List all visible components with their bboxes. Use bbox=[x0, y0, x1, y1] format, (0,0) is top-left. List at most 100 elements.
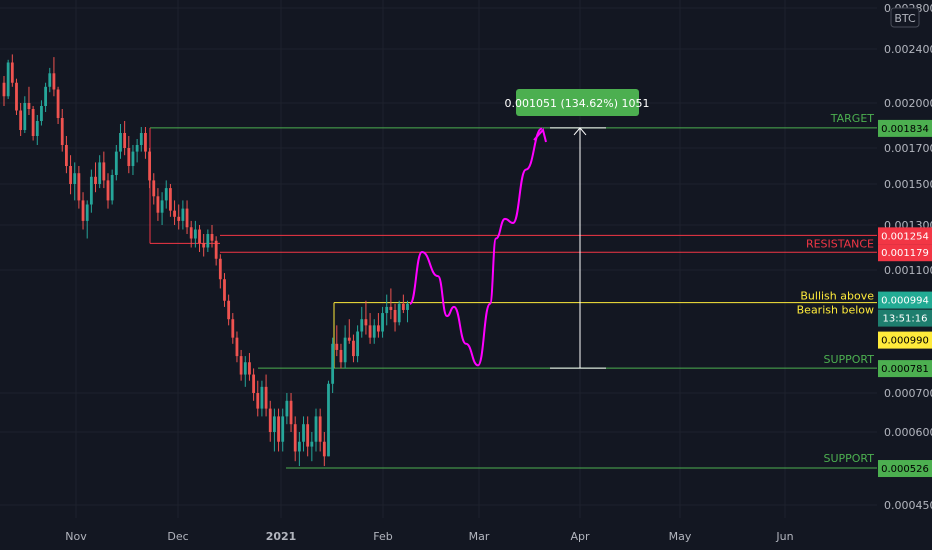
candle-body[interactable] bbox=[331, 343, 335, 384]
candle-body[interactable] bbox=[289, 400, 293, 425]
candle-body[interactable] bbox=[110, 175, 114, 201]
candle-body[interactable] bbox=[27, 103, 31, 109]
candle-body[interactable] bbox=[206, 234, 210, 248]
candle-body[interactable] bbox=[335, 343, 339, 350]
candle-body[interactable] bbox=[114, 151, 118, 175]
candle-body[interactable] bbox=[69, 166, 72, 184]
candle-body[interactable] bbox=[135, 145, 139, 152]
candle-body[interactable] bbox=[339, 349, 343, 363]
candle-body[interactable] bbox=[256, 393, 260, 409]
candle-body[interactable] bbox=[15, 82, 18, 111]
candle-body[interactable] bbox=[297, 441, 301, 452]
candle-body[interactable] bbox=[202, 243, 206, 248]
candle-body[interactable] bbox=[185, 208, 189, 228]
candle-body[interactable] bbox=[406, 303, 409, 310]
candle-body[interactable] bbox=[227, 300, 231, 320]
candle-body[interactable] bbox=[260, 386, 264, 409]
candle-body[interactable] bbox=[310, 441, 314, 447]
candle-body[interactable] bbox=[102, 162, 106, 181]
candle-body[interactable] bbox=[381, 313, 384, 332]
candle-body[interactable] bbox=[40, 106, 43, 121]
candle-body[interactable] bbox=[35, 121, 39, 136]
currency-badge[interactable]: BTC bbox=[890, 7, 920, 28]
projection-drawing[interactable] bbox=[409, 127, 547, 367]
candle-body[interactable] bbox=[127, 148, 131, 166]
candle-body[interactable] bbox=[223, 279, 226, 301]
candle-body[interactable] bbox=[273, 416, 276, 432]
candle-body[interactable] bbox=[2, 82, 6, 97]
candle-body[interactable] bbox=[252, 374, 255, 393]
candle-body[interactable] bbox=[189, 227, 193, 239]
candle-body[interactable] bbox=[73, 173, 77, 184]
candle-body[interactable] bbox=[85, 204, 89, 221]
candle-body[interactable] bbox=[60, 118, 64, 145]
candle-body[interactable] bbox=[210, 234, 214, 241]
candle-body[interactable] bbox=[218, 258, 222, 280]
measure-tool[interactable]: 0.001051 (134.62%) 1051 bbox=[505, 89, 650, 369]
candle-body[interactable] bbox=[152, 180, 156, 197]
candle-body[interactable] bbox=[397, 303, 401, 323]
candle-body[interactable] bbox=[98, 162, 102, 184]
candle-body[interactable] bbox=[281, 416, 285, 442]
candle-body[interactable] bbox=[81, 200, 85, 221]
candle-body[interactable] bbox=[285, 400, 289, 417]
candle-body[interactable] bbox=[169, 188, 172, 211]
candle-body[interactable] bbox=[327, 383, 330, 457]
candle-body[interactable] bbox=[293, 424, 297, 452]
candle-body[interactable] bbox=[94, 176, 97, 184]
candle-body[interactable] bbox=[131, 151, 135, 166]
candle-body[interactable] bbox=[65, 145, 68, 166]
candle-body[interactable] bbox=[139, 133, 143, 145]
measure-tag-box[interactable] bbox=[516, 89, 639, 116]
candle-body[interactable] bbox=[106, 180, 110, 201]
candle-body[interactable] bbox=[314, 416, 318, 442]
candle-body[interactable] bbox=[231, 319, 235, 338]
candle-body[interactable] bbox=[302, 424, 305, 442]
candle-body[interactable] bbox=[19, 110, 23, 131]
candle-body[interactable] bbox=[347, 337, 351, 341]
candle-body[interactable] bbox=[56, 89, 60, 119]
candle-body[interactable] bbox=[277, 416, 280, 442]
candle-body[interactable] bbox=[268, 408, 272, 432]
candle-body[interactable] bbox=[389, 306, 393, 310]
candle-body[interactable] bbox=[364, 319, 368, 326]
candle-body[interactable] bbox=[264, 386, 268, 409]
candle-body[interactable] bbox=[31, 109, 35, 136]
candle-body[interactable] bbox=[52, 73, 56, 90]
candlestick-series[interactable] bbox=[2, 54, 409, 467]
candle-body[interactable] bbox=[318, 416, 322, 442]
candle-body[interactable] bbox=[23, 103, 27, 130]
candle-body[interactable] bbox=[119, 133, 122, 152]
candle-body[interactable] bbox=[343, 337, 347, 363]
candle-body[interactable] bbox=[123, 133, 127, 148]
candle-body[interactable] bbox=[44, 86, 47, 106]
candle-body[interactable] bbox=[144, 133, 147, 152]
candle-body[interactable] bbox=[352, 340, 355, 357]
candle-body[interactable] bbox=[48, 73, 52, 87]
candle-body[interactable] bbox=[377, 325, 380, 332]
candle-body[interactable] bbox=[239, 356, 243, 375]
candle-body[interactable] bbox=[214, 240, 218, 259]
candle-body[interactable] bbox=[89, 176, 93, 205]
candle-body[interactable] bbox=[360, 319, 364, 332]
candle-body[interactable] bbox=[243, 362, 247, 375]
candle-body[interactable] bbox=[10, 62, 14, 83]
projection-curve[interactable] bbox=[409, 127, 543, 367]
time-axis[interactable]: Nov Dec 2021 Feb Mar Apr May Jun bbox=[0, 518, 932, 550]
candle-body[interactable] bbox=[198, 229, 201, 244]
candle-body[interactable] bbox=[306, 424, 310, 447]
candle-body[interactable] bbox=[235, 337, 239, 357]
candle-body[interactable] bbox=[160, 200, 164, 213]
candle-body[interactable] bbox=[372, 325, 376, 338]
candle-body[interactable] bbox=[164, 188, 168, 201]
candle-body[interactable] bbox=[181, 208, 185, 221]
candle-body[interactable] bbox=[393, 309, 397, 323]
candle-body[interactable] bbox=[148, 151, 151, 181]
candle-body[interactable] bbox=[368, 325, 372, 338]
candle-body[interactable] bbox=[6, 62, 10, 97]
candle-body[interactable] bbox=[77, 173, 81, 201]
candle-body[interactable] bbox=[156, 196, 160, 213]
candle-body[interactable] bbox=[385, 306, 389, 314]
candle-body[interactable] bbox=[177, 216, 181, 221]
